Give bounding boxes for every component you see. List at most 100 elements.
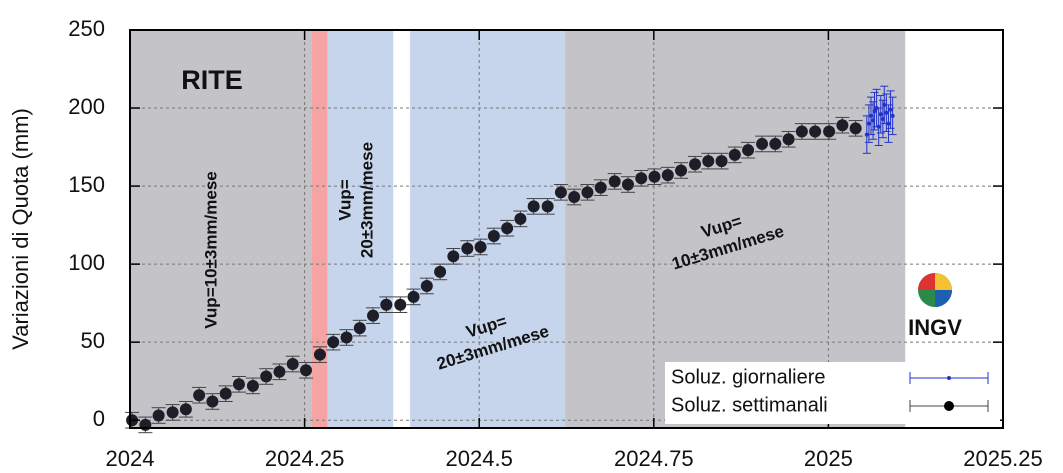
data-point (869, 113, 874, 118)
data-point (420, 279, 433, 292)
data-point (742, 144, 755, 157)
data-point (849, 122, 862, 135)
legend-marker (944, 401, 954, 411)
data-point (884, 110, 889, 115)
x-tick-label: 2024 (106, 446, 155, 471)
station-label: RITE (181, 65, 243, 95)
data-point (313, 348, 326, 361)
data-point (380, 298, 393, 311)
y-tick-label: 100 (68, 250, 105, 275)
rate-annotation: Vup= (335, 179, 354, 220)
data-point (594, 181, 607, 194)
data-point (769, 137, 782, 150)
data-point (407, 290, 420, 303)
x-tick-label: 2024.25 (265, 446, 345, 471)
data-point (836, 119, 849, 132)
data-point (286, 358, 299, 371)
data-point (260, 370, 273, 383)
x-tick-label: 2025.25 (963, 446, 1043, 471)
rate-annotation: 20±3mm/mese (357, 142, 376, 258)
shaded-period (565, 30, 906, 428)
data-point (608, 175, 621, 188)
data-point (621, 178, 634, 191)
legend-marker (947, 376, 951, 380)
data-point (206, 395, 219, 408)
data-point (635, 172, 648, 185)
marks (125, 85, 897, 434)
data-point (890, 113, 895, 118)
data-point (353, 322, 366, 335)
shaded-period (410, 30, 566, 428)
data-point (782, 133, 795, 146)
data-point (728, 148, 741, 161)
data-point (554, 186, 567, 199)
data-point (795, 125, 808, 138)
y-axis-label: Variazioni di Quota (mm) (8, 108, 33, 350)
data-point (166, 406, 179, 419)
data-point (434, 265, 447, 278)
regions (130, 30, 906, 428)
data-point (568, 191, 581, 204)
data-point (299, 364, 312, 377)
data-point (675, 164, 688, 177)
data-point (648, 170, 661, 183)
logo-part (935, 290, 952, 307)
data-point (689, 158, 702, 171)
data-point (878, 112, 883, 117)
legend-label: Soluz. settimanali (671, 394, 828, 416)
data-point (661, 169, 674, 182)
rate-annotation: Vup=10±3mm/mese (201, 171, 220, 329)
data-point (541, 200, 554, 213)
logo: INGV (908, 273, 962, 340)
data-point (882, 102, 887, 107)
legend-box (665, 362, 1000, 424)
data-point (886, 121, 891, 126)
data-point (809, 125, 822, 138)
y-tick-label: 200 (68, 94, 105, 119)
y-tick-label: 150 (68, 172, 105, 197)
y-tick-label: 250 (68, 16, 105, 41)
shaded-period (130, 30, 312, 428)
data-point (232, 378, 245, 391)
data-point (487, 230, 500, 243)
data-point (179, 403, 192, 416)
data-point (447, 250, 460, 263)
logo-part (935, 273, 952, 290)
data-point (139, 418, 152, 431)
data-point (876, 124, 881, 129)
logo-text: INGV (908, 315, 962, 340)
data-point (823, 125, 836, 138)
data-point (866, 121, 871, 126)
data-point (367, 309, 380, 322)
data-point (501, 222, 514, 235)
data-point (461, 242, 474, 255)
data-point (474, 240, 487, 253)
data-point (514, 212, 527, 225)
data-point (340, 331, 353, 344)
data-point (152, 409, 165, 422)
x-tick-label: 2025 (804, 446, 853, 471)
shaded-period (311, 30, 328, 428)
legend-label: Soluz. giornaliere (671, 366, 826, 388)
data-point (756, 137, 769, 150)
data-point (702, 155, 715, 168)
data-point (394, 298, 407, 311)
shaded-period (327, 30, 394, 428)
x-tick-label: 2024.5 (446, 446, 513, 471)
data-point (246, 379, 259, 392)
data-point (581, 186, 594, 199)
data-point (219, 387, 232, 400)
data-point (888, 107, 893, 112)
data-point (715, 155, 728, 168)
plot-frame (129, 29, 1004, 429)
y-tick-label: 50 (81, 328, 105, 353)
data-point (872, 109, 877, 114)
y-tick-label: 0 (93, 406, 105, 431)
legend: Soluz. giornaliere Soluz. settimanali (665, 362, 1000, 424)
data-point (527, 200, 540, 213)
logo-part (918, 273, 935, 290)
data-point (327, 336, 340, 349)
data-point (273, 365, 286, 378)
x-tick-label: 2024.75 (614, 446, 694, 471)
